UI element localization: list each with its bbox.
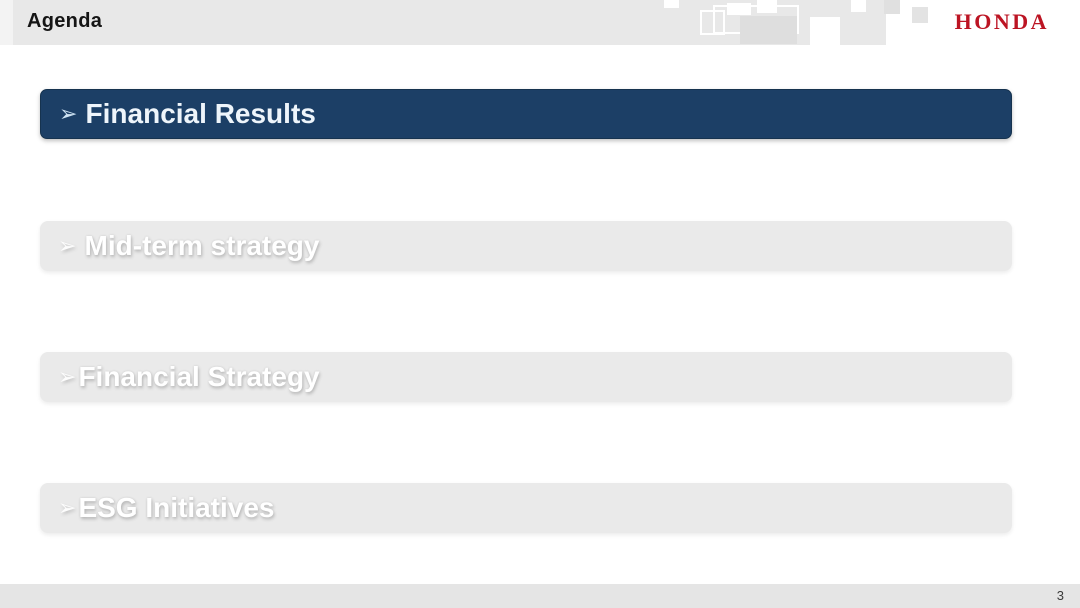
header-left-strip <box>0 0 13 45</box>
agenda-item-label: Mid-term strategy <box>84 230 320 261</box>
decor-square <box>810 17 840 45</box>
agenda-item-esg-initiatives: ➢ ESG Initiatives <box>40 483 1012 533</box>
decor-square <box>757 0 777 13</box>
page-number: 3 <box>1056 588 1064 603</box>
arrow-bullet-icon: ➢ <box>59 101 84 126</box>
arrow-bullet-icon: ➢ <box>58 233 83 258</box>
agenda-item-financial-results: ➢ Financial Results <box>40 89 1012 139</box>
agenda-item-label: Financial Results <box>85 98 316 129</box>
decor-square <box>664 0 679 8</box>
agenda-item-mid-term-strategy: ➢ Mid-term strategy <box>40 221 1012 271</box>
agenda-item-label: Financial Strategy <box>78 361 320 392</box>
arrow-bullet-icon: ➢ <box>58 495 77 520</box>
honda-logo: HONDA <box>954 9 1049 34</box>
decor-square <box>884 0 900 14</box>
decor-square <box>727 3 751 15</box>
header-decor-squares <box>0 0 1080 46</box>
decor-square <box>740 16 797 44</box>
slide-title: Agenda <box>27 10 103 32</box>
agenda-item-label: ESG Initiatives <box>78 492 275 523</box>
decor-square <box>851 0 866 12</box>
decor-square <box>700 10 725 35</box>
agenda-item-financial-strategy: ➢ Financial Strategy <box>40 352 1012 402</box>
decor-square <box>912 7 928 23</box>
arrow-bullet-icon: ➢ <box>58 364 77 389</box>
footer-band: 3 <box>0 584 1080 608</box>
